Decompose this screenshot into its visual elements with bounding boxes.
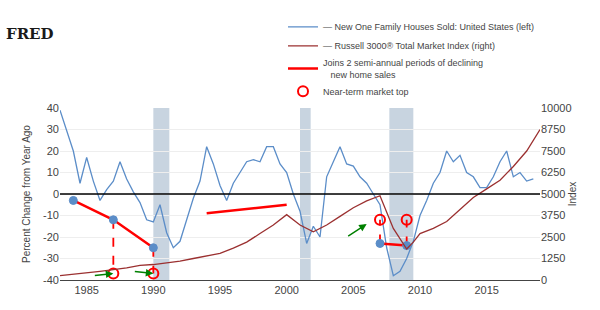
svg-text:2500: 2500 (541, 231, 565, 243)
svg-text:Joins 2 semi-annual periods of: Joins 2 semi-annual periods of declining… (323, 58, 483, 80)
svg-text:40: 40 (47, 102, 59, 114)
svg-text:30: 30 (47, 123, 59, 135)
svg-text:2010: 2010 (408, 284, 432, 296)
svg-text:2015: 2015 (474, 284, 498, 296)
svg-text:1985: 1985 (74, 284, 98, 296)
svg-text:8750: 8750 (541, 123, 565, 135)
svg-text:2000: 2000 (274, 284, 298, 296)
svg-text:5000: 5000 (541, 188, 565, 200)
svg-text:-10: -10 (43, 209, 59, 221)
svg-text:1250: 1250 (541, 252, 565, 264)
svg-text:— New One Family Houses Sold:: — New One Family Houses Sold: United Sta… (323, 22, 534, 32)
svg-text:3750: 3750 (541, 209, 565, 221)
svg-text:0: 0 (53, 188, 59, 200)
svg-text:7500: 7500 (541, 145, 565, 157)
svg-text:10: 10 (47, 166, 59, 178)
svg-text:20: 20 (47, 145, 59, 157)
svg-text:Percent Change from Year Ago: Percent Change from Year Ago (21, 125, 32, 263)
svg-text:1995: 1995 (208, 284, 232, 296)
svg-text:-20: -20 (43, 231, 59, 243)
svg-text:6250: 6250 (541, 166, 565, 178)
svg-text:Index: Index (567, 182, 578, 206)
svg-text:1990: 1990 (141, 284, 165, 296)
svg-text:-40: -40 (43, 274, 59, 286)
svg-text:2005: 2005 (341, 284, 365, 296)
svg-text:FRED: FRED (6, 25, 54, 43)
svg-text:— Russell 3000® Total Market I: — Russell 3000® Total Market Index (righ… (323, 41, 495, 51)
svg-text:10000: 10000 (541, 102, 572, 114)
svg-text:-30: -30 (43, 252, 59, 264)
svg-text:Near-term market top: Near-term market top (323, 87, 409, 97)
svg-text:0: 0 (541, 274, 547, 286)
